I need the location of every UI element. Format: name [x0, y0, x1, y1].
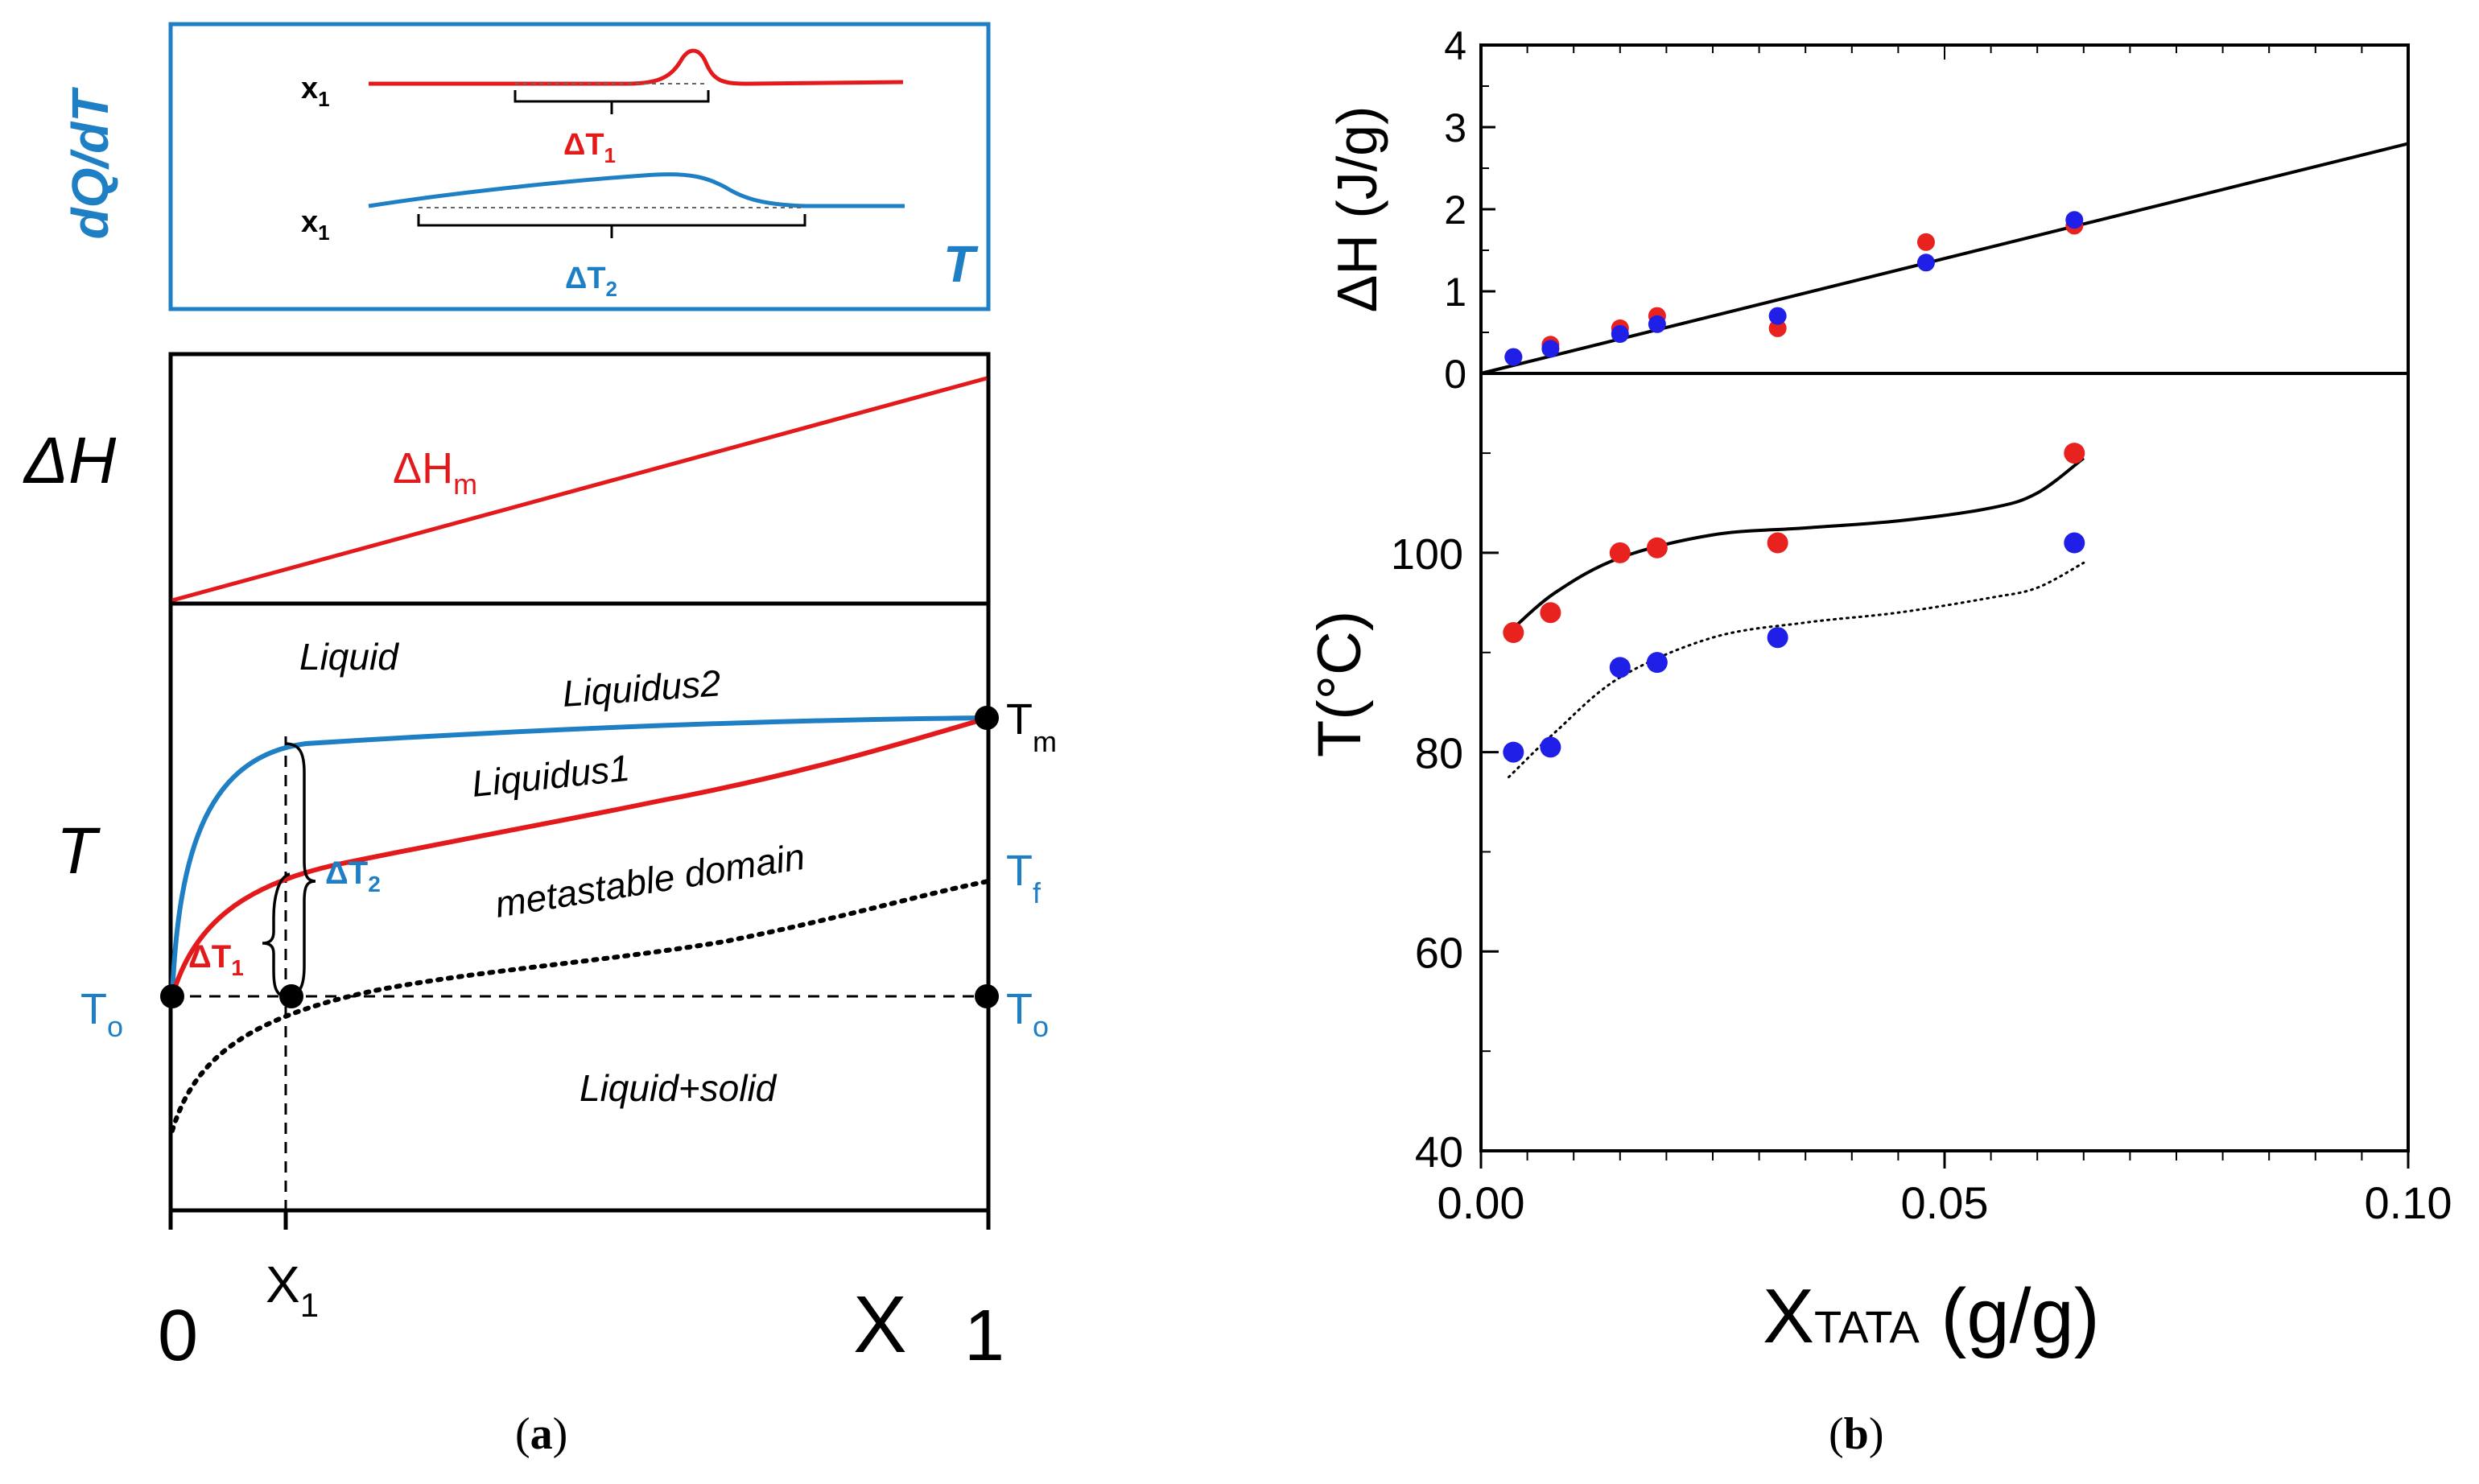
- temp-xtick-label: 0.05: [1901, 1177, 1989, 1228]
- tm-label: Tm: [1006, 695, 1057, 758]
- panel-a-caption: (a): [515, 1409, 567, 1459]
- temp-point-red: [1646, 537, 1668, 559]
- liquidus2-curve: [170, 715, 989, 997]
- enthalpy-point-blue: [2065, 211, 2084, 229]
- metastable-curve: [170, 879, 991, 1133]
- enthalpy-point-red: [1916, 233, 1935, 251]
- inset-curve1-label: x1: [301, 72, 330, 111]
- enthalpy-point-blue: [1504, 348, 1523, 366]
- tf-label: Tf: [1006, 847, 1042, 909]
- chart-enthalpy-ylabel: ΔH (J/g): [1326, 106, 1388, 313]
- inset-curve2-peak: [368, 172, 905, 208]
- x1-tick-label: 1: [964, 1296, 1004, 1376]
- dt2-label: ΔT2: [325, 855, 381, 897]
- chart-temperature-ylabel: T(°C): [1305, 611, 1374, 757]
- liquidus2-label: Liquidus2: [561, 662, 722, 715]
- inset-curve1-peak: [369, 48, 904, 86]
- temp-point-red: [1503, 622, 1524, 643]
- temp-xtick-label: 0.00: [1437, 1177, 1525, 1228]
- x0-tick-label: 0: [158, 1296, 198, 1376]
- panel-b: ΔH (J/g) 0 1 2 3 4 T(°C) XTATA (g/g) 40 60 80 1…: [1305, 23, 2452, 1459]
- temp-point-red: [2064, 443, 2085, 464]
- enthalpy-fit-line: [1480, 142, 2409, 375]
- panel-a: dQ/dT T x1 ΔT1 x1 ΔT2 ΔH ΔHm T Liquid Li…: [23, 22, 1057, 1459]
- temp-point-red: [1767, 532, 1788, 554]
- dt1-label: ΔT1: [188, 939, 244, 980]
- liquidus1-curve: [170, 715, 989, 997]
- inset-dt2-bracket: [417, 214, 806, 238]
- enthalpy-point-blue: [1648, 315, 1666, 333]
- region-liquid: Liquid: [299, 636, 399, 678]
- chart-temperature-xlabel: XTATA (g/g): [1763, 1273, 2100, 1359]
- temp-xtick-label: 0.10: [2365, 1177, 2452, 1228]
- to-left-label: To: [80, 985, 123, 1043]
- to-left-marker: [160, 984, 184, 1008]
- enthalpy-point-blue: [1916, 254, 1935, 272]
- x-axis-label: X: [853, 1280, 907, 1370]
- to-right-label: To: [1006, 985, 1049, 1043]
- temp-ytick-label: 40: [1415, 1128, 1463, 1177]
- liquidus1-label: Liquidus1: [470, 747, 632, 805]
- temp-point-blue: [1646, 652, 1668, 674]
- chart-temperature-frame: [1479, 372, 2410, 1152]
- temp-ytick-label: 60: [1415, 929, 1463, 977]
- enthalpy-point-blue: [1768, 307, 1787, 325]
- enthalpy-ytick-label: 0: [1444, 352, 1466, 397]
- inset-dt1-bracket: [514, 90, 710, 114]
- inset-dt2-label: ΔT2: [565, 262, 617, 301]
- inset-frame: [168, 22, 991, 311]
- x1-marker: [279, 984, 303, 1008]
- enthalpy-point-blue: [1611, 325, 1629, 344]
- region-liquid-solid: Liquid+solid: [580, 1067, 778, 1109]
- enthalpy-point-blue: [1541, 340, 1560, 358]
- temp-point-blue: [2064, 532, 2085, 554]
- enthalpy-line: [171, 376, 988, 603]
- inset-dt1-label: ΔT1: [563, 128, 616, 167]
- enthalpy-ytick-label: 3: [1444, 105, 1466, 150]
- to-right-marker: [975, 984, 999, 1008]
- inset-xlabel: T: [943, 235, 979, 293]
- temp-point-red: [1540, 602, 1561, 624]
- inset-ylabel: dQ/dT: [61, 87, 119, 240]
- temp-point-red: [1609, 542, 1631, 563]
- enthalpy-ylabel: ΔH: [23, 424, 117, 497]
- enthalpy-ytick-label: 2: [1444, 188, 1466, 233]
- temp-point-blue: [1540, 736, 1561, 758]
- temp-point-blue: [1503, 741, 1524, 763]
- tm-marker: [975, 706, 999, 730]
- dt1-brace: [262, 872, 291, 998]
- temp-red-fit-curve: [1508, 456, 2085, 634]
- enthalpy-ytick-label: 4: [1444, 23, 1466, 68]
- enthalpy-ytick-label: 1: [1444, 270, 1466, 315]
- temp-ytick-label: 80: [1415, 730, 1463, 778]
- dt2-brace: [286, 742, 316, 998]
- diagram-ylabel: T: [56, 814, 101, 888]
- region-metastable: metastable domain: [492, 835, 807, 925]
- inset-curve2-label: x1: [301, 205, 330, 245]
- panel-b-caption: (b): [1829, 1409, 1883, 1459]
- temp-point-blue: [1767, 627, 1788, 649]
- temp-ytick-label: 100: [1391, 530, 1463, 579]
- temp-point-blue: [1609, 657, 1631, 678]
- chart-enthalpy: ΔH (J/g) 0 1 2 3 4: [1326, 23, 2410, 397]
- temp-blue-fit-curve: [1508, 561, 2085, 779]
- enthalpy-point-red: [1768, 319, 1787, 337]
- enthalpy-line-label: ΔHm: [393, 444, 477, 501]
- chart-temperature: T(°C) XTATA (g/g) 40 60 80 100 0.00 0.05 0.10: [1305, 372, 2452, 1359]
- x1-marker-label: X1: [266, 1255, 319, 1324]
